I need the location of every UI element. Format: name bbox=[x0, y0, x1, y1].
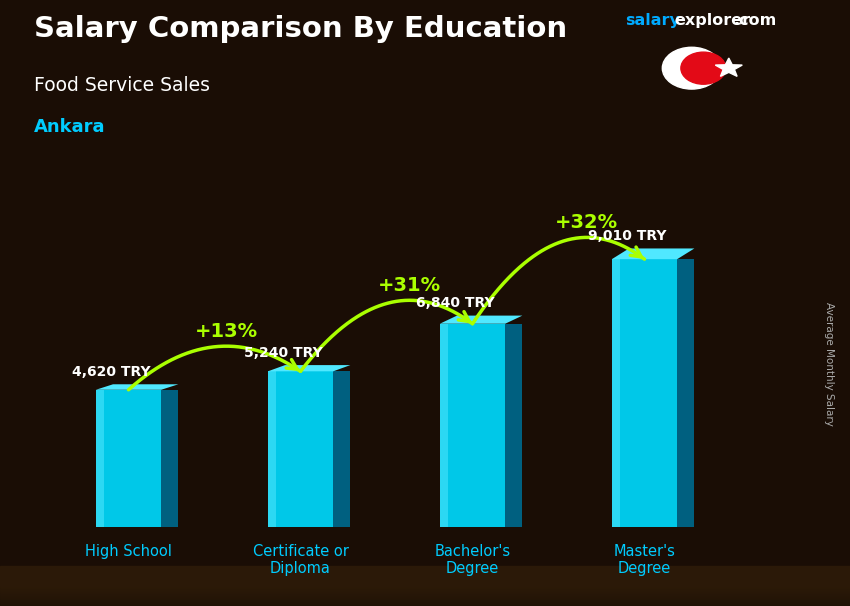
Text: 9,010 TRY: 9,010 TRY bbox=[588, 229, 666, 243]
Text: 5,240 TRY: 5,240 TRY bbox=[244, 346, 323, 360]
Polygon shape bbox=[439, 316, 523, 324]
Text: +13%: +13% bbox=[195, 322, 258, 341]
Polygon shape bbox=[268, 365, 350, 371]
Text: Food Service Sales: Food Service Sales bbox=[34, 76, 210, 95]
Circle shape bbox=[681, 52, 726, 84]
Polygon shape bbox=[162, 390, 178, 527]
Polygon shape bbox=[677, 259, 694, 527]
Bar bbox=[96, 390, 162, 527]
Text: Salary Comparison By Education: Salary Comparison By Education bbox=[34, 15, 567, 43]
Text: +32%: +32% bbox=[555, 213, 618, 232]
Bar bbox=[612, 259, 677, 527]
Polygon shape bbox=[505, 324, 523, 527]
Bar bbox=[96, 390, 104, 527]
Text: salary: salary bbox=[625, 13, 680, 28]
Bar bbox=[439, 324, 505, 527]
Text: .com: .com bbox=[734, 13, 777, 28]
Bar bbox=[268, 371, 333, 527]
Polygon shape bbox=[716, 58, 742, 76]
Bar bbox=[612, 259, 620, 527]
Circle shape bbox=[662, 47, 721, 89]
Bar bbox=[268, 371, 275, 527]
Text: +31%: +31% bbox=[378, 276, 441, 295]
Text: Ankara: Ankara bbox=[34, 118, 105, 136]
Polygon shape bbox=[333, 371, 350, 527]
Bar bbox=[439, 324, 448, 527]
Text: 4,620 TRY: 4,620 TRY bbox=[72, 365, 150, 379]
Text: 6,840 TRY: 6,840 TRY bbox=[416, 296, 495, 310]
Polygon shape bbox=[96, 384, 178, 390]
Text: Average Monthly Salary: Average Monthly Salary bbox=[824, 302, 834, 425]
Polygon shape bbox=[612, 248, 694, 259]
Text: explorer: explorer bbox=[674, 13, 751, 28]
